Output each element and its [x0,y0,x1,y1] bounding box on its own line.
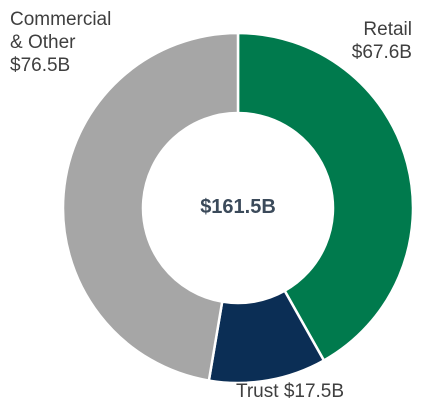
donut-slice [61,31,240,383]
value-label: $76.5B [10,55,71,76]
total-label: $161.5B [200,196,276,218]
value-label: $17.5B [283,381,345,402]
category-label: Trust [235,381,279,402]
category-label: Commercial & Other [10,9,112,53]
label-commercial: Commercial & Other $76.5B [10,8,120,77]
donut-slice [236,31,415,363]
category-label: Retail [363,19,412,40]
label-retail: Retail $67.6B [320,18,412,64]
value-label: $67.6B [351,42,412,63]
label-trust: Trust $17.5B [200,380,380,403]
